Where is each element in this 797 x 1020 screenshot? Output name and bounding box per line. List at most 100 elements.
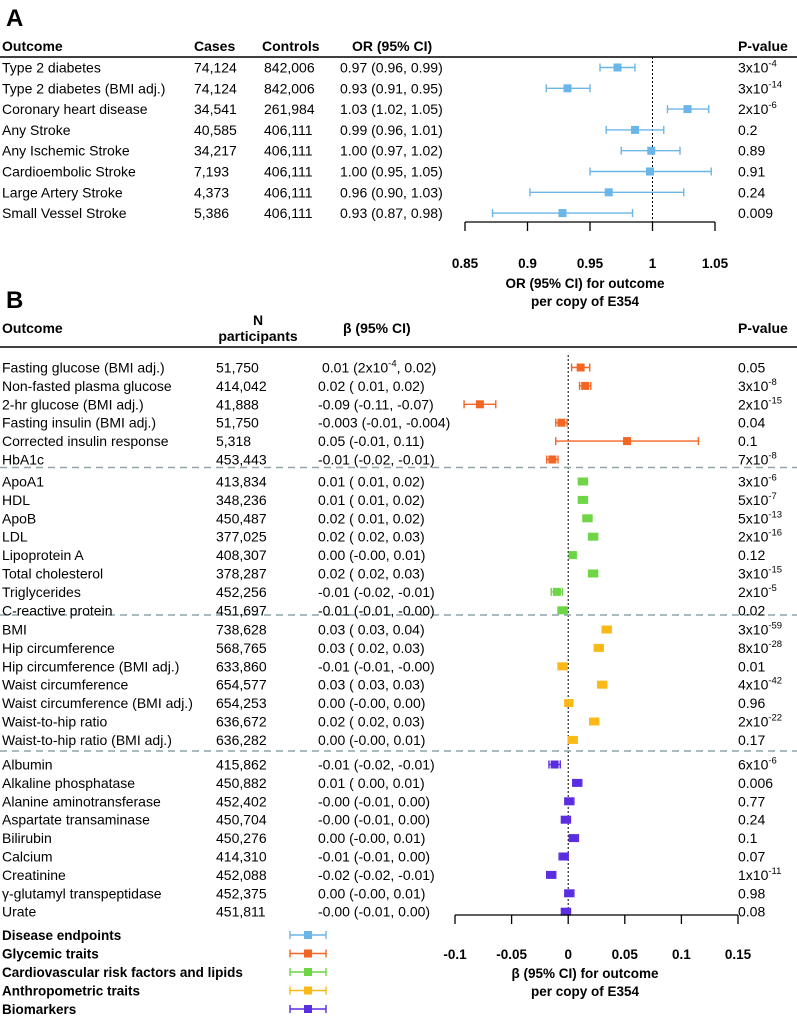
p-value: 2x10-16 [738, 528, 782, 545]
point-estimate [569, 834, 578, 843]
point-estimate [561, 907, 570, 916]
x-tick-label: 0.85 [452, 256, 479, 271]
cases-value: 4,373 [194, 184, 229, 200]
n-participants-value: 452,088 [216, 867, 267, 883]
ci-mark-type-2-diabetes-bmi-adj [545, 84, 591, 93]
ci-mark-waist-circumference [596, 680, 608, 689]
ci-mark-small-vessel-stroke [491, 209, 634, 218]
panel-a-header-estimate: OR (95% CI) [352, 38, 432, 54]
legend-swatch-glycemic-traits [289, 949, 327, 958]
beta-ci-text: -0.01 (-0.02, -0.01) [318, 757, 435, 773]
point-estimate [565, 797, 574, 806]
outcome-label-waist-to-hip-ratio-bmi-adj: Waist-to-hip ratio (BMI adj.) [2, 732, 172, 748]
x-tick-label: 1 [649, 256, 657, 271]
beta-ci-text: 0.02 ( 0.01, 0.02) [318, 378, 425, 394]
legend-marker [304, 1005, 312, 1013]
beta-ci-text: 0.05 (-0.01, 0.11) [318, 433, 424, 449]
p-value: 6x10-6 [738, 756, 777, 773]
point-estimate [568, 735, 577, 744]
panel-b-plot: Fasting glucose (BMI adj.) 51,750 0.01 (2x… [0, 355, 797, 962]
point-estimate [552, 587, 561, 596]
beta-ci-text: 0.00 (-0.00, 0.01) [318, 732, 425, 748]
ci-mark-alkaline-phosphatase [572, 778, 583, 787]
ci-mark-corrected-insulin-response [555, 437, 700, 446]
panel-b-xlabel-line2: per copy of E354 [531, 984, 640, 999]
p-value: 0.96 [738, 695, 765, 711]
beta-ci-text: -0.00 (-0.01, 0.00) [318, 904, 430, 920]
outcome-label-triglycerides: Triglycerides [2, 584, 81, 600]
point-estimate [576, 363, 585, 372]
point-estimate [589, 569, 598, 578]
ci-mark-hdl [577, 495, 589, 504]
outcome-label-fasting-insulin-bmi-adj: Fasting insulin (BMI adj.) [2, 415, 156, 431]
panel-a-label: A [6, 5, 23, 32]
legend-label-disease-endpoints: Disease endpoints [2, 928, 121, 943]
n-participants-value: 414,310 [216, 849, 267, 865]
beta-ci-text: 0.02 ( 0.02, 0.03) [318, 566, 425, 582]
ci-mark-2-hr-glucose-bmi-adj [463, 400, 497, 409]
ci-mark-calcium [558, 852, 569, 861]
beta-ci-text: -0.09 (-0.11, -0.07) [318, 396, 434, 412]
legend-marker [304, 949, 312, 958]
n-participants-value: 5,318 [216, 433, 251, 449]
p-value: 2x10-22 [738, 713, 782, 730]
beta-ci-text: 0.01 ( 0.01, 0.02) [318, 492, 425, 508]
outcome-label-urate: Urate [2, 904, 36, 920]
or-ci-text: 0.93 (0.87, 0.98) [340, 205, 443, 221]
p-value: 0.24 [738, 812, 765, 828]
point-estimate [558, 606, 567, 615]
p-value: 0.24 [738, 184, 765, 200]
n-participants-value: 450,487 [216, 510, 267, 526]
ci-mark-alanine-aminotransferase [564, 797, 575, 806]
point-estimate [568, 551, 577, 560]
cases-value: 40,585 [194, 122, 237, 138]
n-participants-value: 413,834 [216, 474, 267, 490]
panel-a-xlabel-line1: OR (95% CI) for outcome [505, 276, 665, 291]
outcome-label-waist-circumference: Waist circumference [2, 677, 129, 693]
n-participants-value: 654,577 [216, 677, 267, 693]
ci-mark-hip-circumference [593, 643, 604, 652]
panel-b-header-n: N [253, 312, 263, 328]
point-estimate [683, 105, 692, 114]
n-participants-value: 738,628 [216, 622, 267, 638]
p-value: 0.17 [738, 732, 765, 748]
p-value: 0.05 [738, 360, 765, 376]
n-participants-value: 636,672 [216, 714, 267, 730]
panel-b-header-outcome: Outcome [2, 320, 63, 336]
n-participants-value: 453,443 [216, 452, 267, 468]
beta-ci-text: 0.03 ( 0.03, 0.04) [318, 622, 425, 638]
ci-mark-cardioembolic-stroke [589, 167, 712, 176]
outcome-label-lipoprotein-a: Lipoprotein A [2, 547, 84, 563]
legend-swatch-disease-endpoints [289, 931, 327, 939]
cases-value: 74,124 [194, 60, 237, 76]
ci-mark-waist-to-hip-ratio [589, 717, 600, 726]
n-participants-value: 414,042 [216, 378, 267, 394]
x-tick-label: 0.15 [725, 947, 752, 962]
n-participants-value: 568,765 [216, 640, 267, 656]
point-estimate [559, 852, 568, 861]
n-participants-value: 636,282 [216, 732, 267, 748]
beta-ci-text: 0.03 ( 0.02, 0.03) [318, 640, 425, 656]
x-tick-label: -0.1 [443, 947, 467, 962]
point-estimate [573, 778, 582, 787]
p-value: 2x10-15 [738, 395, 782, 412]
outcome-label-any-stroke: Any Stroke [2, 122, 71, 138]
p-value: 5x10-13 [738, 509, 782, 526]
ci-mark-c-reactive-protein [557, 606, 568, 615]
beta-ci-text: -0.02 (-0.02, -0.01) [318, 867, 435, 883]
beta-ci-text: 0.02 ( 0.02, 0.03) [318, 714, 425, 730]
n-participants-value: 378,287 [216, 566, 267, 582]
outcome-label-hip-circumference-bmi-adj: Hip circumference (BMI adj.) [2, 658, 179, 674]
p-value: 3x10-15 [738, 565, 782, 582]
ci-mark-glutamyl-transpeptidase [564, 889, 575, 898]
point-estimate [631, 125, 639, 134]
ci-mark-large-artery-stroke [529, 188, 685, 197]
ci-mark-ldl [587, 532, 599, 541]
p-value: 8x10-28 [738, 639, 782, 656]
point-estimate [578, 477, 587, 486]
point-estimate [550, 760, 559, 769]
x-tick-label: 0.05 [612, 947, 639, 962]
controls-value: 261,984 [264, 101, 315, 117]
outcome-label-corrected-insulin-response: Corrected insulin response [2, 433, 169, 449]
ci-mark-hip-circumference-bmi-adj [557, 662, 568, 671]
